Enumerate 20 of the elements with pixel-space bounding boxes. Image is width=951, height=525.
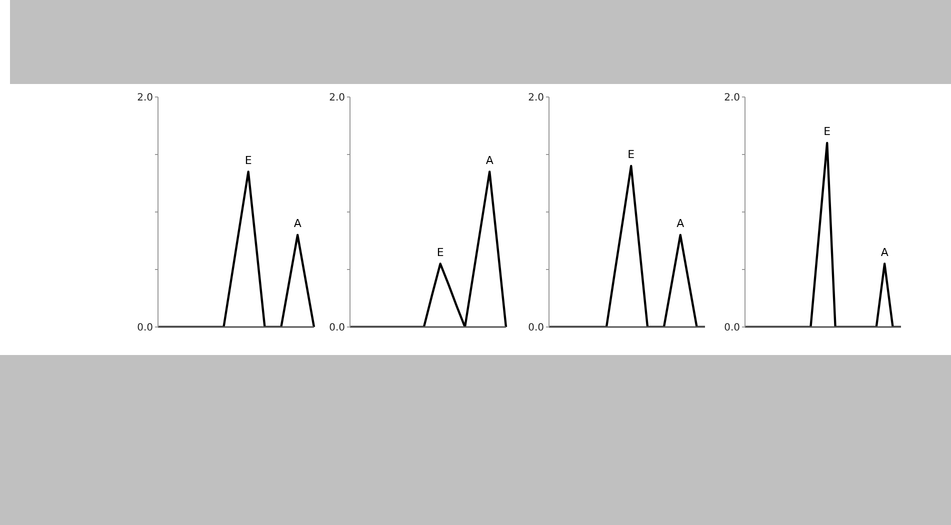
y-tick-label: 0.0	[724, 322, 740, 334]
y-tick-label: 0.0	[528, 322, 544, 334]
annotation: E	[824, 125, 831, 138]
annotation: E	[628, 148, 635, 161]
line-series	[348, 170, 508, 327]
annotation: E	[244, 154, 252, 167]
y-tick-label: 0.0	[329, 322, 345, 334]
y-tick-label: 2.0	[528, 92, 544, 104]
y-tick-label: 2.0	[137, 92, 153, 104]
annotation: A	[294, 217, 302, 230]
annotation: A	[486, 154, 494, 167]
y-tick-label: 2.0	[329, 92, 345, 104]
annotation: A	[676, 217, 685, 230]
line-series	[548, 164, 706, 327]
y-tick-label: 2.0	[724, 92, 740, 104]
y-tick-label: 0.0	[137, 322, 153, 334]
annotation: A	[880, 246, 889, 259]
line-series	[156, 170, 316, 327]
line-series	[744, 142, 902, 327]
annotation: E	[436, 246, 444, 259]
